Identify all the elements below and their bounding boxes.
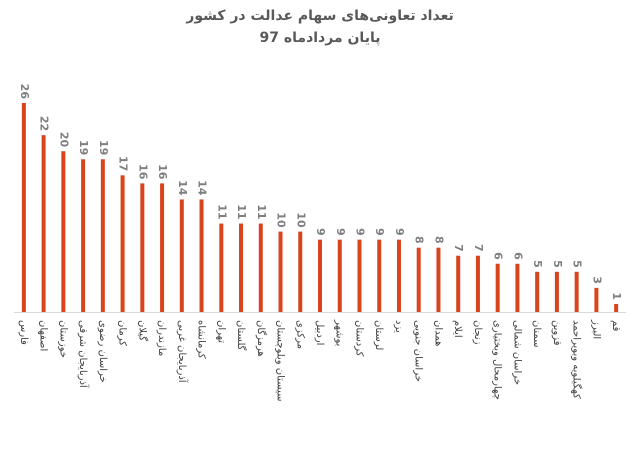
chart-title: تعداد تعاونی‌های سهام عدالت در کشور [185, 8, 453, 24]
x-tick-label: آذربایجان غربی [176, 320, 189, 384]
value-label: 22 [38, 116, 51, 131]
x-tick-label: سیستان وبلوچستان [275, 320, 286, 402]
x-tick-label: خراسان رضوی [97, 320, 108, 383]
x-tick-label: گلستان [235, 320, 247, 351]
bar [594, 287, 599, 312]
bar [41, 135, 46, 312]
bar [81, 159, 86, 312]
bar [554, 271, 559, 312]
x-tick-label: گیلان [136, 320, 148, 341]
x-tick-label: فارس [18, 320, 29, 345]
bar [239, 223, 244, 312]
bar [120, 175, 125, 312]
bar [377, 239, 382, 312]
bar [318, 239, 322, 312]
x-tick-label: بوشهر [334, 319, 345, 346]
value-label: 17 [117, 156, 130, 171]
x-tick-label: زنجان [472, 320, 483, 345]
value-label: 16 [136, 164, 149, 180]
bar [21, 103, 26, 312]
value-label: 20 [57, 132, 70, 148]
bar [495, 263, 500, 312]
value-label: 14 [176, 180, 189, 196]
x-tick-label: کردستان [353, 320, 364, 357]
x-tick-label: همدان [432, 320, 443, 346]
value-label: 19 [77, 140, 90, 155]
value-label: 10 [275, 212, 288, 228]
x-tick-label: مرکزی [294, 320, 305, 349]
value-label: 9 [334, 228, 347, 236]
x-tick-label: اصفهان [38, 320, 49, 351]
x-tick-label: کرمانشاه [196, 320, 207, 359]
value-label: 7 [452, 244, 465, 252]
bar [337, 239, 342, 312]
x-tick-label: قم [610, 320, 621, 332]
bar [535, 271, 540, 312]
value-label: 7 [472, 244, 485, 252]
bar [614, 303, 619, 312]
value-label: 19 [97, 140, 110, 155]
value-label: 6 [511, 252, 524, 260]
value-label: 14 [196, 180, 209, 196]
bar [475, 255, 480, 312]
value-label: 5 [531, 260, 544, 268]
value-label: 11 [215, 204, 228, 219]
value-label: 9 [373, 228, 386, 236]
value-label: 9 [393, 228, 406, 236]
value-label: 8 [432, 236, 445, 244]
x-tick-label: ایلام [452, 320, 463, 338]
bar [278, 231, 283, 312]
bar [456, 255, 461, 312]
x-tick-label: تهران [215, 320, 226, 343]
bar [160, 183, 165, 312]
bar [574, 271, 579, 312]
bar [219, 223, 224, 312]
chart-subtitle: پایان مردادماه 97 [260, 30, 381, 46]
value-label: 26 [18, 84, 31, 100]
bar [416, 247, 421, 312]
bar [298, 231, 303, 312]
x-tick-label: البرز [590, 319, 601, 339]
value-label: 5 [571, 260, 584, 268]
bar [515, 263, 520, 312]
x-tick-label: هرمزگان [255, 320, 267, 357]
x-tick-label: یزد [393, 320, 404, 333]
value-label: 11 [255, 204, 268, 219]
bar [357, 239, 362, 312]
bar [179, 199, 184, 312]
value-label: 6 [492, 252, 505, 260]
x-tick-label: سمنان [531, 320, 542, 348]
x-tick-label: اردبیل [314, 320, 325, 345]
x-tick-label: لرستان [373, 320, 384, 350]
bar [396, 239, 401, 312]
value-label: 3 [590, 276, 603, 284]
x-tick-label: کرمان [117, 320, 128, 346]
value-label: 8 [413, 236, 426, 244]
x-tick-label: قزوین [551, 320, 562, 346]
x-tick-label: خراسان جنوبی [413, 320, 424, 382]
value-label: 5 [551, 260, 564, 268]
value-label: 9 [353, 228, 366, 236]
x-tick-label: کهگیلویه وبویراحمد [571, 320, 583, 399]
bar [199, 199, 204, 312]
value-label: 9 [314, 228, 327, 236]
value-label: 11 [235, 204, 248, 219]
x-tick-label: مازندران [156, 320, 167, 356]
x-tick-label: خوزستان [57, 320, 68, 358]
x-tick-label: آذربایجان شرقی [77, 320, 90, 389]
x-tick-label: چهارمحال وبختیاری [492, 320, 503, 400]
bar [258, 223, 263, 312]
bar [140, 183, 145, 312]
x-tick-label: خراسان شمالی [511, 320, 522, 385]
bar [436, 247, 441, 312]
bar [100, 159, 105, 312]
bar [61, 151, 66, 312]
value-label: 10 [294, 212, 307, 228]
value-label: 16 [156, 164, 169, 180]
value-label: 1 [610, 292, 623, 300]
